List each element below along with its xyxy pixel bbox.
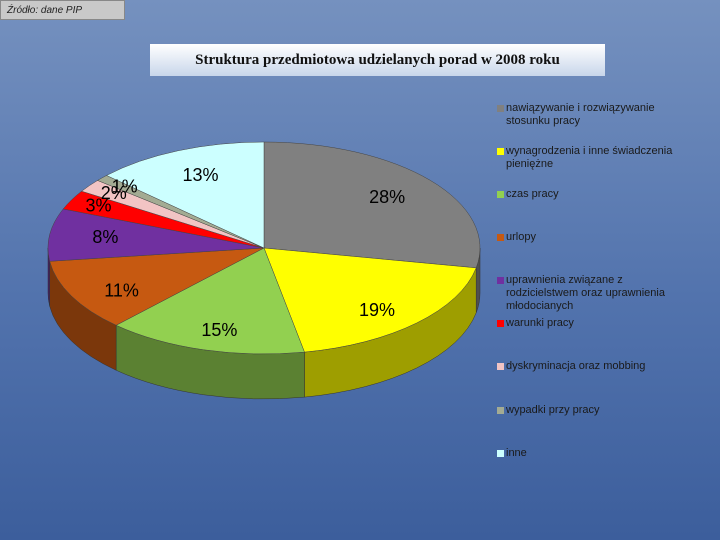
data-label: 8% xyxy=(92,227,118,247)
legend-label: urlopy xyxy=(506,231,536,243)
legend-item: wypadki przy pracy xyxy=(497,404,697,417)
legend-swatch xyxy=(497,407,504,414)
legend-label: wypadki przy pracy xyxy=(506,404,600,416)
legend-label: warunki pracy xyxy=(506,317,574,329)
data-label: 19% xyxy=(359,300,395,320)
slice xyxy=(263,141,481,269)
data-label: 28% xyxy=(369,187,405,207)
legend-swatch xyxy=(497,105,504,112)
legend-swatch xyxy=(497,234,504,241)
legend-swatch xyxy=(497,148,504,155)
legend-item: inne xyxy=(497,447,697,460)
legend-item: nawiązywanie i rozwiązywanie stosunku pr… xyxy=(497,102,697,128)
slice xyxy=(49,247,265,326)
data-label: 3% xyxy=(85,195,111,215)
slice xyxy=(105,141,265,249)
legend-item: uprawnienia związane z rodzicielstwem or… xyxy=(497,274,697,313)
source-note: Źródło: dane PIP xyxy=(0,0,125,20)
data-label: 2% xyxy=(101,183,127,203)
legend-swatch xyxy=(497,320,504,327)
slice xyxy=(115,247,305,355)
legend-item: czas pracy xyxy=(497,188,697,201)
legend-label: dyskryminacja oraz mobbing xyxy=(506,360,646,372)
legend-label: uprawnienia związane z rodzicielstwem or… xyxy=(506,274,665,312)
data-label: 15% xyxy=(201,320,237,340)
legend-item: urlopy xyxy=(497,231,697,244)
legend-label: czas pracy xyxy=(506,188,559,200)
legend-swatch xyxy=(497,191,504,198)
data-label: 1% xyxy=(112,176,138,196)
legend-label: nawiązywanie i rozwiązywanie stosunku pr… xyxy=(506,102,655,127)
legend-swatch xyxy=(497,450,504,457)
data-label: 11% xyxy=(104,280,139,300)
legend-swatch xyxy=(497,363,504,370)
data-label: 13% xyxy=(183,165,219,185)
legend-item: warunki pracy xyxy=(497,317,697,330)
legend-swatch xyxy=(497,277,504,284)
slice xyxy=(47,208,265,262)
slice xyxy=(263,247,477,353)
chart-title: Struktura przedmiotowa udzielanych porad… xyxy=(150,44,605,76)
legend-label: inne xyxy=(506,447,527,459)
legend-item: wynagrodzenia i inne świadczenia pienięż… xyxy=(497,145,697,171)
legend-label: wynagrodzenia i inne świadczenia pienięż… xyxy=(506,145,673,170)
legend-item: dyskryminacja oraz mobbing xyxy=(497,360,697,373)
